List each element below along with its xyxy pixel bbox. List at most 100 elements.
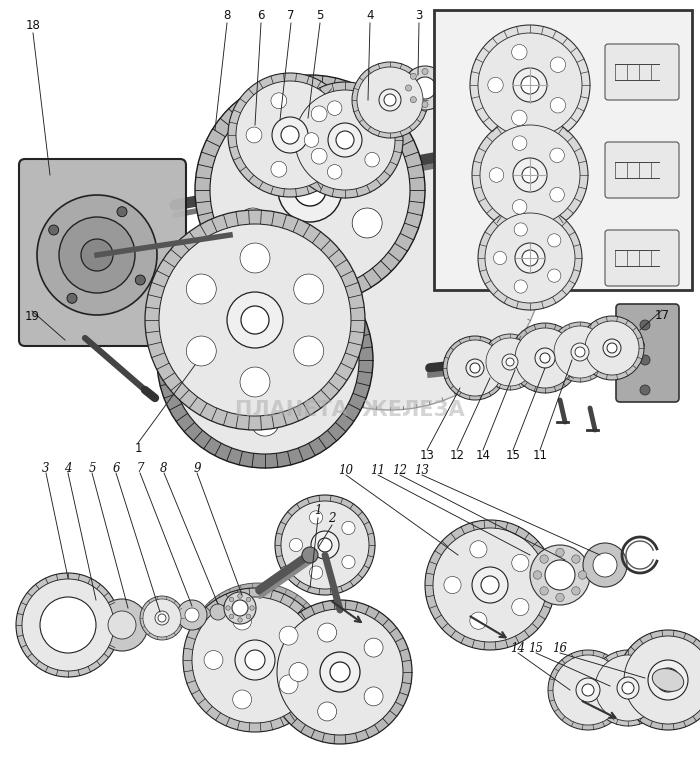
Circle shape: [472, 117, 588, 233]
Circle shape: [470, 541, 487, 558]
Text: 2: 2: [328, 512, 336, 525]
Text: 17: 17: [654, 308, 669, 322]
Text: 4: 4: [366, 9, 374, 22]
Circle shape: [403, 66, 447, 110]
Circle shape: [575, 347, 585, 357]
Text: 12: 12: [449, 448, 465, 461]
Circle shape: [595, 655, 661, 721]
Circle shape: [352, 62, 428, 138]
Circle shape: [195, 592, 321, 718]
Text: 13: 13: [419, 448, 435, 461]
Circle shape: [49, 225, 59, 235]
Circle shape: [186, 336, 216, 366]
Circle shape: [22, 579, 114, 671]
Circle shape: [425, 520, 555, 650]
Circle shape: [159, 224, 351, 416]
Circle shape: [246, 598, 251, 601]
Circle shape: [235, 330, 295, 390]
Circle shape: [540, 555, 548, 564]
Circle shape: [488, 77, 503, 93]
Circle shape: [271, 162, 287, 177]
Circle shape: [295, 90, 395, 190]
Circle shape: [554, 326, 606, 378]
Circle shape: [422, 69, 428, 74]
Circle shape: [433, 97, 440, 103]
Text: 6: 6: [257, 9, 265, 22]
Circle shape: [540, 587, 548, 595]
Bar: [434, 10, 692, 290]
Circle shape: [246, 615, 251, 618]
Circle shape: [232, 600, 248, 616]
Circle shape: [268, 600, 412, 744]
Circle shape: [352, 208, 382, 238]
Circle shape: [582, 684, 594, 696]
Circle shape: [195, 75, 425, 305]
Circle shape: [640, 355, 650, 365]
Circle shape: [515, 243, 545, 273]
Circle shape: [514, 223, 527, 236]
Circle shape: [295, 241, 325, 271]
Circle shape: [510, 323, 580, 393]
Text: 1: 1: [314, 503, 322, 516]
Circle shape: [309, 511, 323, 524]
Circle shape: [342, 521, 355, 535]
Circle shape: [545, 560, 575, 590]
Circle shape: [624, 636, 700, 724]
Circle shape: [583, 543, 627, 587]
Circle shape: [278, 158, 342, 222]
Circle shape: [108, 611, 136, 639]
Circle shape: [422, 101, 428, 107]
Text: 13: 13: [414, 464, 430, 476]
Circle shape: [603, 339, 621, 357]
Circle shape: [572, 555, 580, 564]
Circle shape: [540, 353, 550, 363]
Text: 7: 7: [287, 9, 295, 22]
Circle shape: [250, 345, 280, 375]
Circle shape: [246, 127, 262, 143]
Circle shape: [414, 77, 436, 99]
Circle shape: [186, 583, 330, 727]
Circle shape: [210, 90, 410, 290]
Circle shape: [197, 377, 225, 405]
Text: 14: 14: [510, 642, 526, 655]
Circle shape: [158, 614, 166, 622]
Ellipse shape: [652, 669, 684, 691]
Circle shape: [304, 315, 332, 343]
Circle shape: [482, 334, 538, 390]
Circle shape: [512, 110, 527, 125]
Circle shape: [617, 677, 639, 699]
Circle shape: [512, 598, 529, 615]
Circle shape: [548, 650, 628, 730]
Circle shape: [357, 67, 423, 133]
Circle shape: [318, 538, 332, 552]
Circle shape: [618, 630, 700, 730]
Circle shape: [547, 269, 561, 282]
Circle shape: [410, 97, 416, 103]
Circle shape: [302, 547, 318, 563]
Circle shape: [240, 243, 270, 273]
Circle shape: [226, 606, 230, 610]
Circle shape: [40, 597, 96, 653]
Circle shape: [512, 199, 527, 214]
Circle shape: [312, 148, 327, 164]
Circle shape: [287, 82, 403, 198]
Text: 3: 3: [415, 9, 423, 22]
Circle shape: [593, 553, 617, 577]
Circle shape: [171, 266, 359, 454]
Circle shape: [384, 94, 396, 106]
Text: 16: 16: [552, 642, 568, 655]
Circle shape: [607, 343, 617, 353]
Text: 12: 12: [393, 464, 407, 476]
Circle shape: [590, 650, 666, 726]
Circle shape: [648, 660, 688, 700]
Circle shape: [585, 321, 639, 375]
Circle shape: [506, 358, 514, 366]
Circle shape: [342, 556, 355, 569]
Circle shape: [571, 343, 589, 361]
Circle shape: [240, 367, 270, 397]
Circle shape: [311, 531, 339, 559]
Circle shape: [279, 675, 298, 694]
Circle shape: [328, 123, 362, 157]
Circle shape: [251, 408, 279, 436]
Circle shape: [438, 85, 444, 91]
